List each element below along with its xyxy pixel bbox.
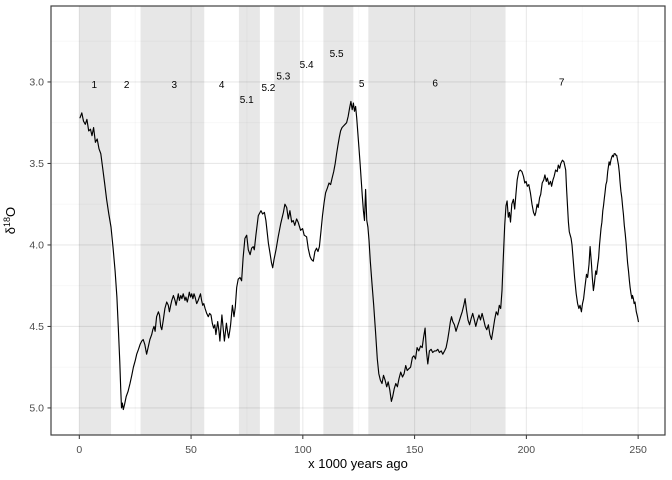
stage-label: 5.1 (240, 95, 254, 106)
stage-label: 5.5 (330, 49, 344, 60)
stage-label: 5.3 (276, 71, 290, 82)
x-tick-label: 50 (185, 444, 197, 456)
y-tick-label: 3.5 (29, 158, 44, 170)
x-tick-label: 100 (294, 444, 312, 456)
stage-label: 5.2 (261, 83, 275, 94)
y-tick-label: 3.0 (29, 76, 44, 88)
stage-label: 7 (559, 77, 565, 88)
x-tick-label: 150 (406, 444, 424, 456)
stage-label: 2 (124, 80, 130, 91)
stage-label: 6 (432, 78, 438, 89)
d18o-series-line (79, 100, 639, 411)
mis-shaded-band (238, 6, 260, 435)
x-axis-title: x 1000 years ago (308, 456, 408, 471)
stage-label: 3 (172, 80, 178, 91)
x-tick-label: 200 (518, 444, 536, 456)
y-axis-title: δ18O (2, 207, 18, 234)
mis-shaded-band (323, 6, 354, 435)
x-tick-label: 0 (76, 444, 82, 456)
stage-label: 1 (91, 80, 97, 91)
panel-border (50, 5, 666, 436)
y-tick-label: 5.0 (29, 402, 44, 414)
x-tick-label: 250 (629, 444, 647, 456)
y-tick-label: 4.5 (29, 321, 44, 333)
y-tick-label: 4.0 (29, 239, 44, 251)
stage-label: 5.4 (300, 60, 314, 71)
mis-shaded-band (79, 6, 112, 435)
stage-label: 4 (219, 80, 225, 91)
stage-label: 5 (359, 79, 365, 90)
mis-shaded-band (368, 6, 506, 435)
mis-shaded-band (140, 6, 205, 435)
